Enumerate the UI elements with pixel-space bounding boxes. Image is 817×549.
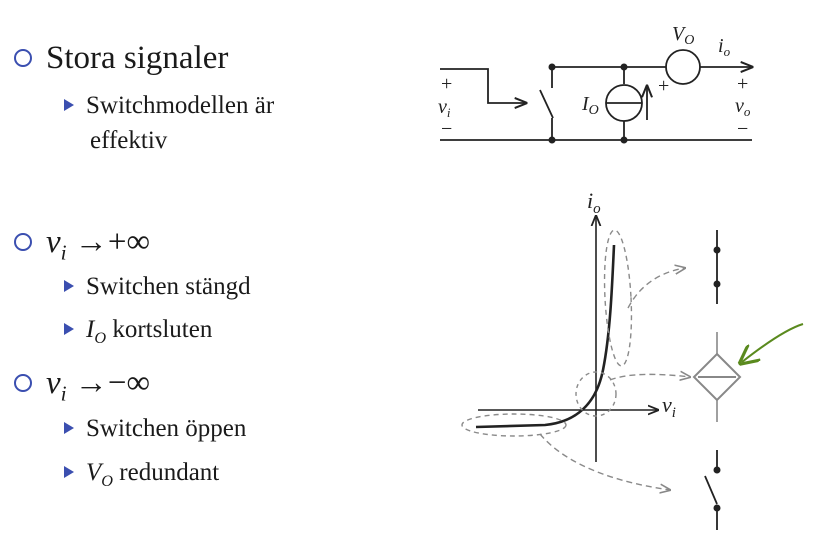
voltage-source-icon bbox=[665, 49, 701, 85]
vo-minus: − bbox=[737, 118, 748, 140]
vi-minus: − bbox=[441, 118, 452, 140]
dashed-ellipse-knee bbox=[575, 371, 617, 417]
subbullet-switchen-oppen: Switchen öppen bbox=[64, 412, 246, 445]
math-sub: O bbox=[101, 472, 114, 490]
node-dot bbox=[713, 466, 721, 474]
subbullet-text: kortsluten bbox=[106, 316, 213, 343]
math-var: v bbox=[46, 365, 61, 401]
dashed-arrow-to-open bbox=[539, 433, 670, 490]
vi-plus: + bbox=[441, 73, 452, 95]
iv-graph: io vi bbox=[461, 188, 690, 490]
math-sub: i bbox=[60, 381, 67, 406]
subbullet-vo-redundant: VO redundant bbox=[64, 456, 219, 498]
subbullet-switchen-stangd: Switchen stängd bbox=[64, 270, 251, 303]
arrow-symbol: → bbox=[74, 365, 108, 401]
subbullet-switchmodellen: Switchmodellen är bbox=[64, 89, 274, 122]
triangle-bullet-icon bbox=[64, 323, 74, 336]
math-var: I bbox=[86, 316, 95, 343]
triangle-bullet-icon bbox=[64, 99, 74, 112]
graph-ylabel: io bbox=[587, 188, 601, 217]
open-switch-icon bbox=[704, 475, 718, 505]
open-switch-symbol bbox=[704, 450, 718, 530]
dashed-ellipse-horizontal bbox=[461, 413, 567, 437]
controlled-source-symbol bbox=[692, 332, 742, 422]
bullet-vi-minus-inf: vi →−∞ bbox=[14, 365, 150, 412]
node-dot bbox=[620, 63, 628, 71]
switch-icon bbox=[539, 89, 554, 119]
subbullet-text: Switchen öppen bbox=[86, 415, 247, 442]
subbullet-continuation: effektiv bbox=[90, 127, 168, 154]
triangle-bullet-icon bbox=[64, 280, 74, 293]
circle-bullet-icon bbox=[14, 233, 32, 252]
arrow-symbol: → bbox=[74, 224, 108, 260]
input-wire bbox=[440, 68, 526, 103]
vi-label: vi bbox=[438, 96, 451, 120]
math-var: V bbox=[86, 459, 102, 486]
triangle-bullet-icon bbox=[64, 466, 74, 479]
vo-label: vo bbox=[735, 95, 751, 119]
subbullet-text: redundant bbox=[113, 459, 220, 486]
green-annotation-arrow-icon bbox=[742, 323, 804, 362]
circuit-diagram bbox=[440, 49, 752, 141]
node-dot bbox=[713, 504, 721, 512]
subbullet-io-kortsluten: IO kortsluten bbox=[64, 313, 212, 355]
node-dot bbox=[548, 136, 556, 144]
node-dot bbox=[713, 280, 721, 288]
bullet-stora-signaler: Stora signaler bbox=[14, 40, 228, 76]
subbullet-text: Switchen stängd bbox=[86, 273, 251, 300]
vo-source-label: VO bbox=[672, 23, 694, 48]
node-dot bbox=[713, 246, 721, 254]
bullet-list: Stora signaler Switchmodellen är effekti… bbox=[14, 40, 274, 498]
node-dot bbox=[548, 63, 556, 71]
io-label: io bbox=[718, 35, 731, 59]
triangle-bullet-icon bbox=[64, 422, 74, 435]
bullet-text: Stora signaler bbox=[46, 40, 229, 76]
math-var: v bbox=[46, 224, 61, 260]
circle-bullet-icon bbox=[14, 374, 32, 393]
dashed-arrow-to-short bbox=[627, 268, 685, 309]
math-sub: i bbox=[60, 240, 67, 265]
circle-bullet-icon bbox=[14, 49, 32, 68]
node-dot bbox=[620, 136, 628, 144]
iv-curve bbox=[475, 244, 616, 429]
dashed-arrow-to-source bbox=[609, 374, 690, 380]
graph-xlabel: vi bbox=[662, 392, 676, 421]
circuit-nodes bbox=[548, 63, 628, 144]
io-source-label: IO bbox=[581, 93, 599, 118]
vo-source-plus: + bbox=[658, 75, 669, 97]
vo-plus: + bbox=[737, 73, 748, 95]
math-value: +∞ bbox=[107, 224, 151, 260]
subbullet-text: Switchmodellen är bbox=[86, 92, 275, 119]
math-sub: O bbox=[94, 329, 107, 347]
math-value: −∞ bbox=[107, 365, 151, 401]
dashed-ellipse-vertical bbox=[603, 229, 633, 367]
bullet-vi-plus-inf: vi →+∞ bbox=[14, 224, 150, 271]
